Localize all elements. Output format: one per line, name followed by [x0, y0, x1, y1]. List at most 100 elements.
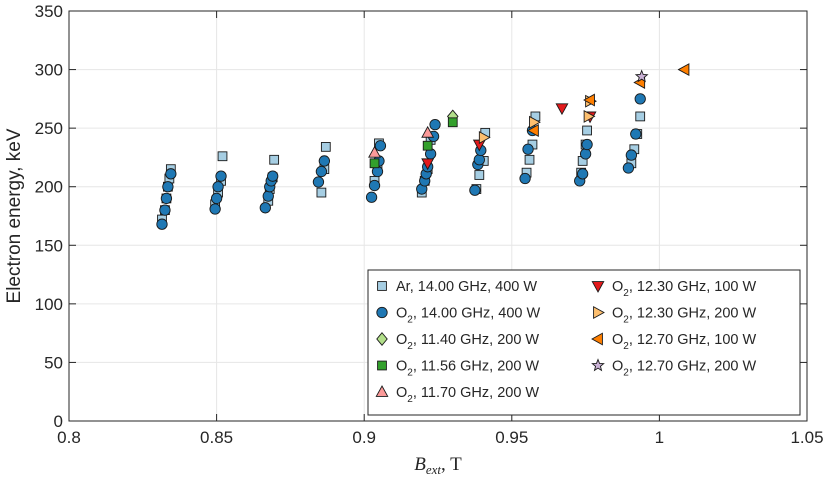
- legend-params: , 12.30 GHz, 100 W: [629, 279, 757, 295]
- data-point: [312, 176, 325, 188]
- series-o21270b: [634, 69, 649, 83]
- legend-params: , 14.00 GHz, 400 W: [413, 306, 541, 322]
- data-point: [217, 151, 228, 162]
- legend-entry-o21170: O2, 11.70 GHz, 200 W: [375, 385, 539, 405]
- legend-label: O2, 12.70 GHz, 200 W: [612, 359, 756, 379]
- data-point: [583, 93, 595, 107]
- x-tick-label: 1.05: [790, 428, 823, 447]
- series-o21270a: [527, 63, 690, 137]
- data-point: [369, 158, 380, 169]
- x-axis-unit: , T: [441, 454, 462, 475]
- data-point: [474, 170, 485, 180]
- data-point: [519, 172, 531, 185]
- y-tick-label: 50: [44, 353, 63, 372]
- data-point: [320, 142, 331, 152]
- data-point: [478, 131, 491, 144]
- data-point: [630, 128, 642, 140]
- legend-gas: O: [612, 306, 623, 322]
- data-point: [421, 158, 435, 171]
- data-point: [209, 203, 221, 215]
- data-point: [625, 149, 638, 161]
- legend-params: , 12.30 GHz, 200 W: [629, 306, 757, 322]
- data-point: [634, 69, 649, 83]
- legend-marker: [377, 360, 387, 371]
- legend-label: O2, 12.70 GHz, 100 W: [612, 332, 756, 352]
- data-point: [527, 124, 539, 137]
- data-point: [473, 154, 485, 166]
- y-tick-label: 250: [35, 119, 63, 138]
- data-point: [368, 179, 381, 192]
- y-tick-label: 0: [54, 412, 63, 431]
- legend-entry-o21230a: O2, 12.30 GHz, 100 W: [591, 279, 757, 299]
- legend-gas: O: [396, 359, 407, 375]
- data-point: [635, 111, 646, 122]
- series-o21170: [368, 125, 435, 158]
- x-tick-label: 1: [655, 428, 664, 447]
- data-point: [422, 140, 433, 151]
- legend-gas-subscript: 2: [407, 315, 413, 326]
- data-points: [156, 63, 690, 230]
- legend-marker: [375, 385, 389, 397]
- data-point: [318, 155, 330, 167]
- legend-entry-ar1400: Ar, 14.00 GHz, 400 W: [377, 279, 538, 295]
- series-o21400: [156, 93, 646, 230]
- data-point: [212, 181, 224, 193]
- data-point: [421, 125, 435, 138]
- legend-gas: O: [396, 306, 407, 322]
- legend-label: O2, 14.00 GHz, 400 W: [396, 306, 540, 326]
- data-point: [269, 154, 280, 165]
- legend-gas: O: [612, 359, 623, 375]
- data-point: [582, 125, 592, 136]
- legend-marker: [591, 281, 605, 293]
- legend-label: O2, 11.70 GHz, 200 W: [396, 385, 539, 405]
- axes-box: [68, 10, 808, 422]
- legend-gas-subscript: 2: [407, 341, 413, 352]
- legend-params: , 11.40 GHz, 200 W: [413, 332, 540, 348]
- series-o21156: [369, 117, 458, 169]
- data-point: [160, 192, 173, 205]
- legend-gas-subscript: 2: [623, 288, 629, 299]
- legend-marker: [376, 332, 388, 346]
- data-point: [262, 190, 274, 202]
- legend-entry-o21140: O2, 11.40 GHz, 200 W: [376, 332, 539, 352]
- data-point: [524, 154, 535, 165]
- legend-marker: [376, 306, 388, 319]
- data-point: [529, 115, 541, 129]
- legend-gas: O: [396, 385, 407, 401]
- data-point: [447, 117, 458, 128]
- x-tick-label: 0.9: [352, 428, 376, 447]
- data-point: [159, 204, 171, 216]
- data-point: [165, 168, 177, 180]
- legend-label: O2, 11.40 GHz, 200 W: [396, 332, 539, 352]
- data-point: [365, 191, 378, 203]
- data-point: [622, 162, 635, 174]
- legend-gas-subscript: 2: [623, 315, 629, 326]
- x-tick-label: 0.85: [200, 428, 233, 447]
- x-tick-label: 0.8: [57, 428, 81, 447]
- legend: Ar, 14.00 GHz, 400 WO2, 14.00 GHz, 400 W…: [367, 269, 801, 416]
- legend-marker: [377, 281, 387, 291]
- legend-gas-subscript: 2: [623, 341, 629, 352]
- legend-params: , 11.56 GHz, 200 W: [413, 359, 540, 375]
- legend-entry-o21270b: O2, 12.70 GHz, 200 W: [591, 358, 756, 379]
- axes: 0.8 0.85 0.9 0.95 1 1.05 0 50 100 150 200 250 300 350: [35, 2, 824, 447]
- legend-label: O2, 12.30 GHz, 200 W: [612, 306, 756, 326]
- legend-entry-o21156: O2, 11.56 GHz, 200 W: [377, 359, 540, 379]
- data-point: [579, 148, 592, 160]
- data-point: [634, 93, 646, 105]
- data-point: [368, 145, 382, 158]
- y-tick-label: 300: [35, 61, 63, 80]
- x-axis-subscript: ext: [426, 462, 442, 477]
- y-tick-label: 200: [35, 178, 63, 197]
- data-point: [156, 218, 168, 230]
- data-point: [374, 140, 387, 152]
- data-point: [677, 63, 690, 77]
- data-point: [162, 181, 174, 193]
- x-tick-label: 0.95: [495, 428, 528, 447]
- data-point: [267, 170, 279, 182]
- legend-params: , 14.00 GHz, 400 W: [410, 279, 538, 295]
- legend-entry-o21270a: O2, 12.70 GHz, 100 W: [591, 332, 756, 352]
- legend-marker: [591, 332, 603, 346]
- x-axis-symbol: B: [414, 454, 426, 475]
